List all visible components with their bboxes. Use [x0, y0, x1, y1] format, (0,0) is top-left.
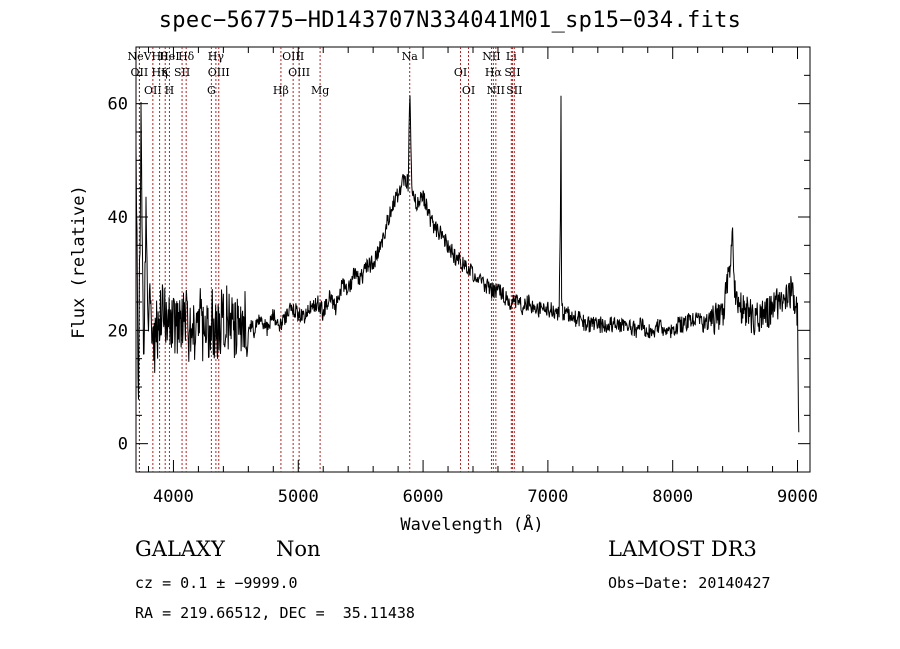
- line-label: OII: [144, 84, 162, 97]
- x-tick-label: 5000: [278, 487, 319, 507]
- line-label: Hθ: [151, 50, 168, 63]
- line-label: NII: [487, 84, 505, 97]
- line-label: K: [161, 66, 170, 79]
- x-tick-label: 8000: [652, 487, 693, 507]
- line-label: OIII: [288, 66, 310, 79]
- x-tick-label: 6000: [403, 487, 444, 507]
- line-label: SII: [174, 66, 190, 79]
- chart-title: spec−56775−HD143707N334041M01_sp15−034.f…: [158, 8, 742, 33]
- x-tick-label: 9000: [777, 487, 818, 507]
- line-label: OII: [131, 66, 149, 79]
- line-label: Na: [402, 50, 419, 63]
- y-tick-label: 40: [108, 208, 128, 228]
- line-label: Hα: [485, 66, 503, 79]
- plot-frame: [135, 46, 811, 473]
- y-tick-label: 20: [108, 321, 128, 341]
- ra-dec: RA = 219.66512, DEC = 35.11438: [135, 604, 415, 622]
- line-label: Hδ: [178, 50, 195, 63]
- x-tick-label: 7000: [527, 487, 568, 507]
- y-axis-label: Flux (relative): [69, 185, 89, 339]
- line-label: Li: [506, 50, 517, 63]
- line-label: Hβ: [273, 84, 289, 97]
- line-label: H: [165, 84, 175, 97]
- line-label: OI: [462, 84, 475, 97]
- line-label: Hγ: [208, 50, 225, 63]
- line-label: G: [207, 84, 216, 97]
- spectrum-series: [135, 92, 800, 433]
- spectrum-line: [135, 95, 800, 433]
- observation-date: Obs−Date: 20140427: [608, 574, 771, 592]
- y-tick-label: 60: [108, 95, 128, 115]
- object-subclass: Non: [276, 537, 321, 561]
- axis-ticks: 4000 5000 6000 7000 8000 9000 0 20 40 60: [108, 46, 818, 507]
- x-axis-label: Wavelength (Å): [400, 513, 543, 535]
- line-label: OI: [454, 66, 467, 79]
- x-tick-label: 4000: [153, 487, 194, 507]
- y-tick-label: 0: [118, 435, 128, 455]
- line-label: SII: [504, 66, 520, 79]
- line-label: Hη: [151, 66, 167, 79]
- line-label: HeI: [159, 50, 179, 63]
- line-label: Mg: [311, 84, 329, 97]
- line-label: OIII: [208, 66, 230, 79]
- line-label: NeV: [127, 50, 152, 63]
- line-label: SII: [506, 84, 522, 97]
- object-class: GALAXY: [135, 537, 225, 561]
- survey-name: LAMOST DR3: [608, 537, 757, 561]
- plot-border: [135, 46, 811, 473]
- redshift-cz: cz = 0.1 ± −9999.0: [135, 574, 298, 592]
- line-label: OIII: [282, 50, 304, 63]
